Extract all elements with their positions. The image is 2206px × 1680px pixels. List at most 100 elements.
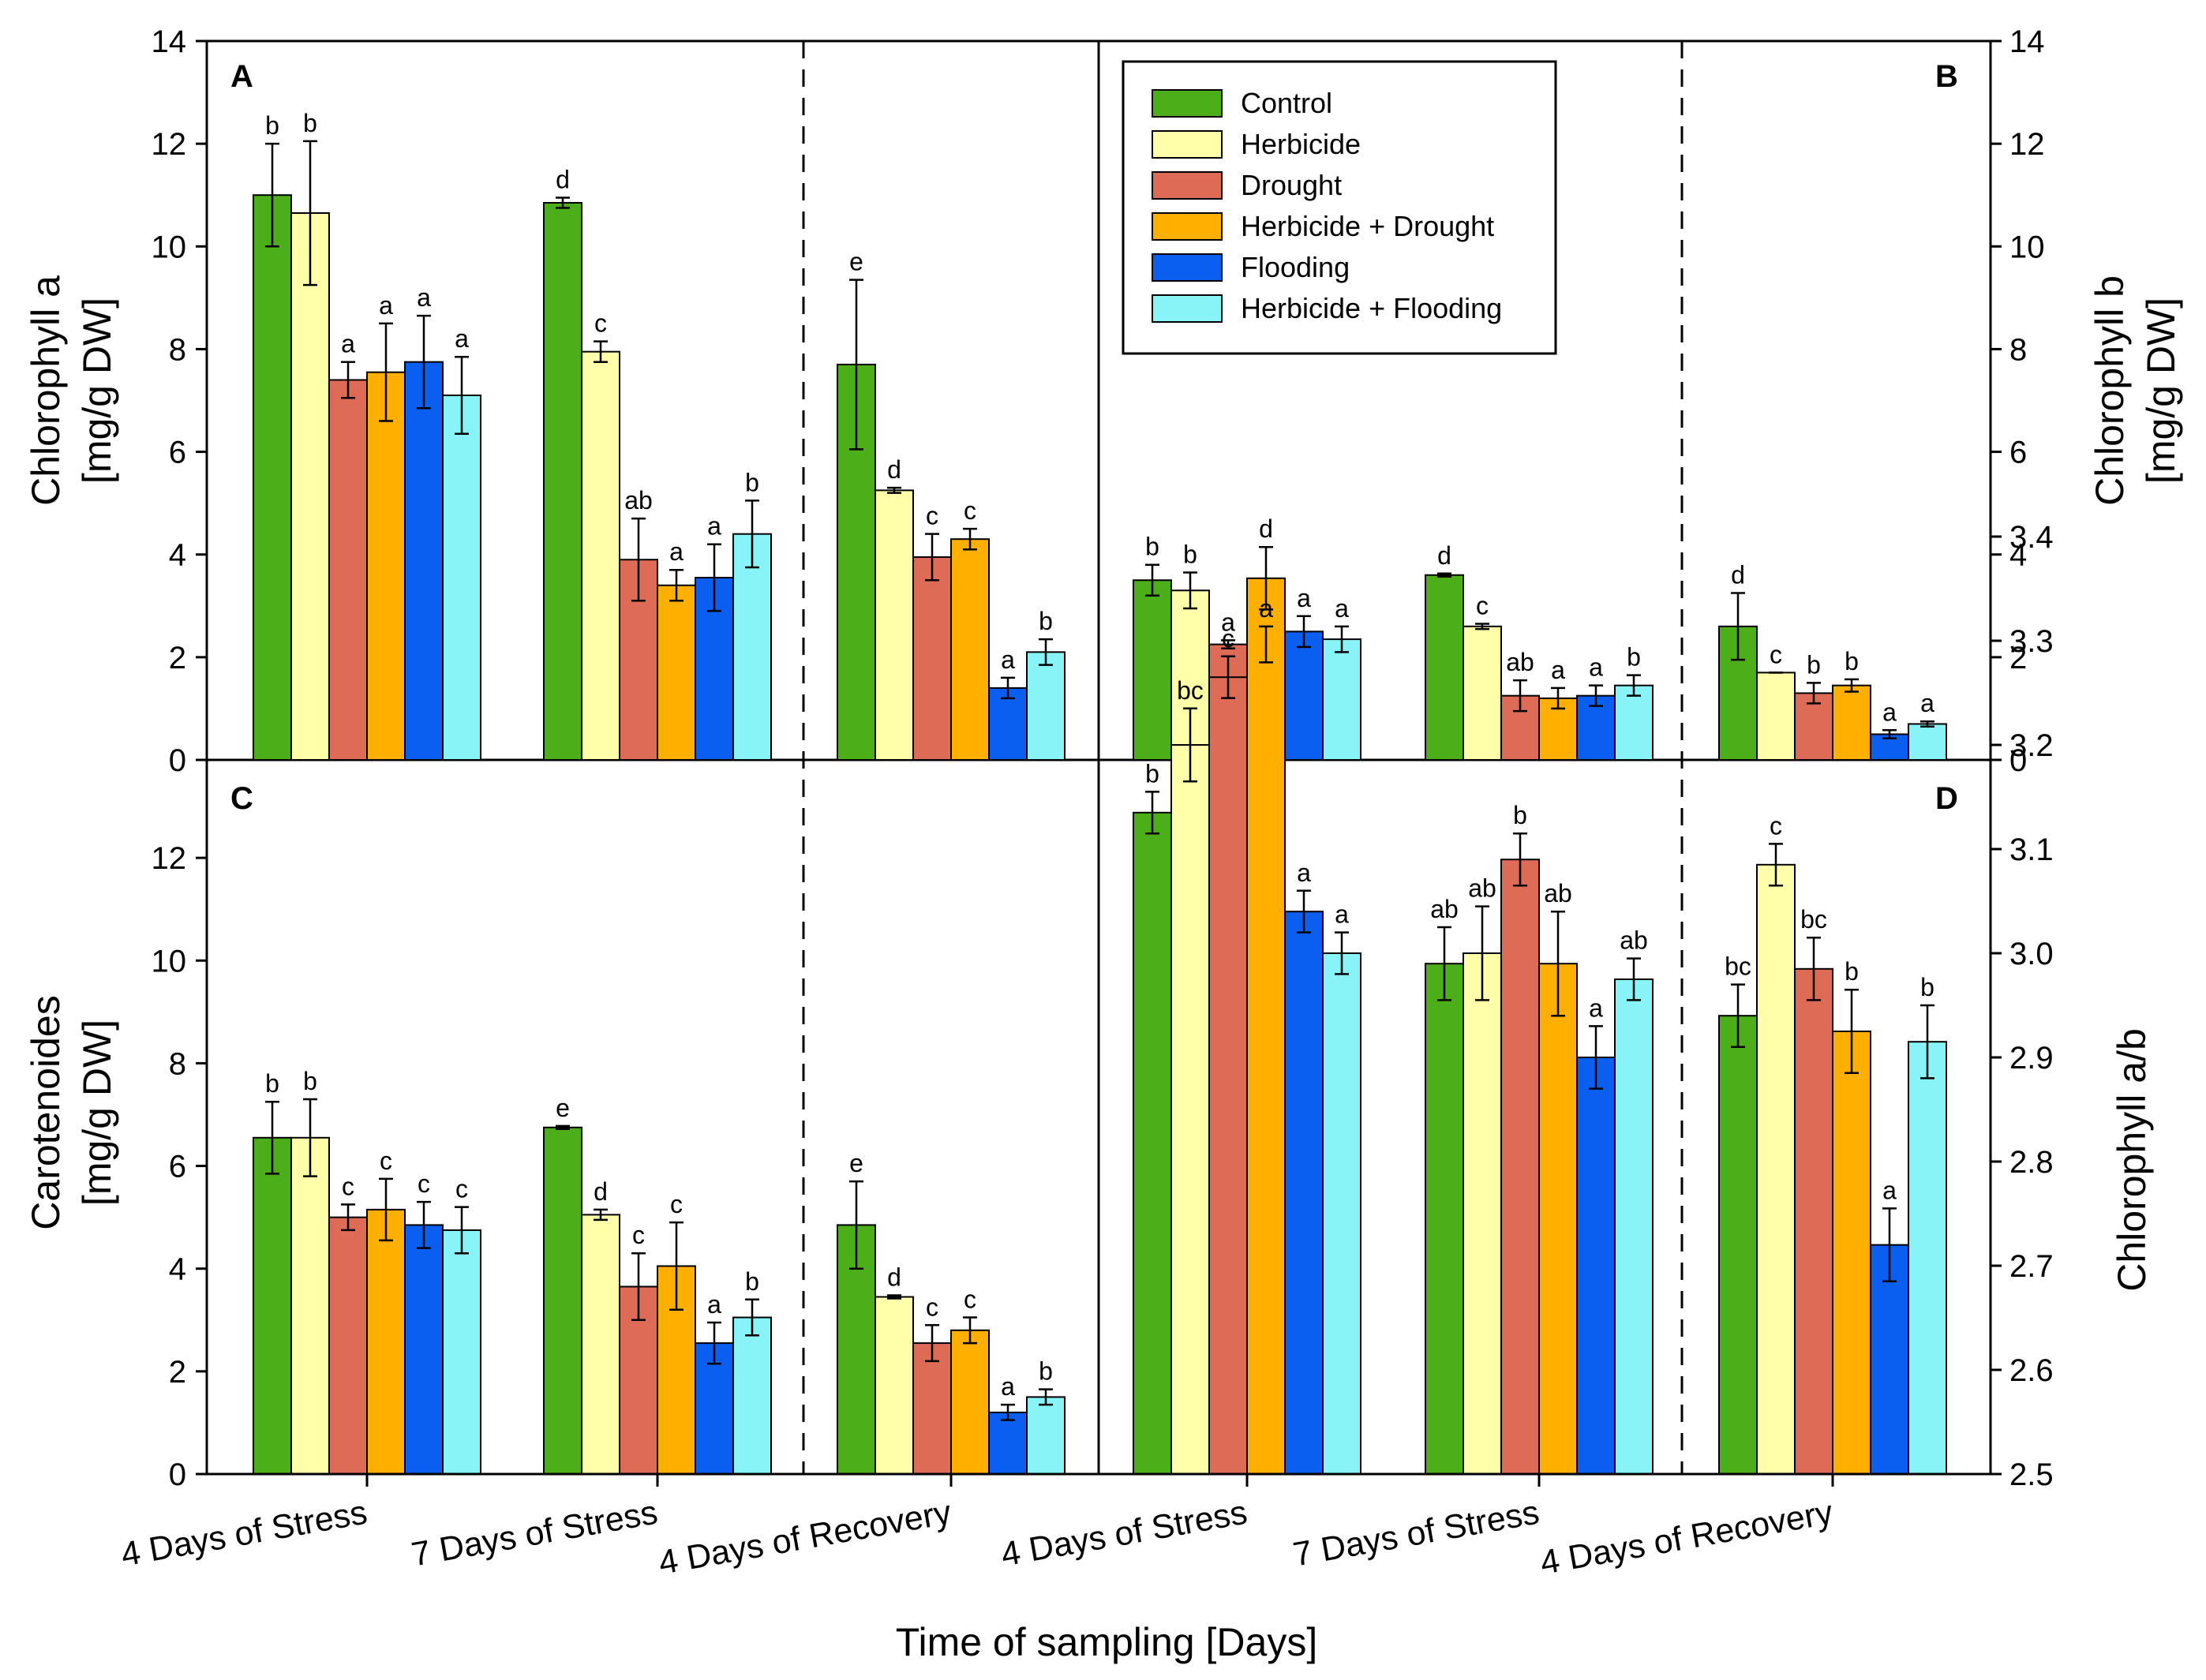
error-bar-a-2-0 xyxy=(849,279,863,451)
significance-label-d-2-2: bc xyxy=(1800,905,1827,934)
bar-a-2-1 xyxy=(875,489,914,761)
error-bar-c-2-0 xyxy=(849,1180,863,1270)
error-bar-b-2-4 xyxy=(1882,729,1897,739)
bar-a-1-0 xyxy=(543,201,582,761)
error-bar-d-0-2 xyxy=(1221,655,1235,699)
error-bar-a-2-3 xyxy=(963,527,977,551)
significance-label-a-2-3: c xyxy=(964,496,976,525)
error-bar-c-1-4 xyxy=(707,1321,721,1365)
error-bar-a-1-2 xyxy=(631,517,646,602)
error-bar-d-0-3 xyxy=(1259,545,1273,611)
error-bar-a-0-3 xyxy=(379,322,393,422)
significance-label-b-1-3: a xyxy=(1551,656,1565,684)
significance-label-a-2-1: d xyxy=(887,455,901,484)
x-axis-title: Time of sampling [Days] xyxy=(896,1620,1317,1664)
significance-label-d-2-3: b xyxy=(1845,957,1859,986)
significance-label-b-0-4: a xyxy=(1297,584,1311,612)
tick-label-b-5: 10 xyxy=(2009,230,2045,264)
significance-label-a-0-2: a xyxy=(341,330,355,358)
significance-label-a-2-4: a xyxy=(1001,645,1015,674)
significance-label-c-2-2: c xyxy=(926,1293,938,1321)
bar-d-0-0 xyxy=(1133,811,1172,1476)
error-bar-c-0-4 xyxy=(417,1200,431,1249)
bar-b-2-3 xyxy=(1832,684,1871,761)
legend-label-2: Drought xyxy=(1241,169,1342,201)
tick-label-b-1: 2 xyxy=(2009,641,2027,675)
error-bar-a-2-1 xyxy=(887,486,901,494)
bar-d-0-1 xyxy=(1170,744,1210,1475)
legend-swatch-5 xyxy=(1152,294,1223,323)
y-axis-title-chlorophyll-a: Chlorophyll a [mg/g DW] xyxy=(24,275,119,506)
legend-swatch-2 xyxy=(1152,171,1223,200)
error-bar-c-2-1 xyxy=(887,1294,901,1300)
bar-c-1-4 xyxy=(695,1342,734,1476)
bar-a-2-5 xyxy=(1026,651,1066,761)
tick-label-a-1: 2 xyxy=(169,641,186,675)
bar-a-1-5 xyxy=(732,533,772,761)
bar-d-1-0 xyxy=(1425,963,1464,1475)
significance-label-b-0-1: b xyxy=(1183,540,1197,568)
significance-label-d-2-1: c xyxy=(1770,811,1782,840)
error-bar-b-0-5 xyxy=(1335,625,1349,653)
y-axis-title-b-line1: Chlorophyll b xyxy=(2088,275,2132,506)
panel-dividers xyxy=(207,41,1991,1474)
significance-label-a-0-3: a xyxy=(379,291,393,320)
tick-label-d-7: 3.2 xyxy=(2009,728,2054,763)
error-bar-c-0-3 xyxy=(379,1177,393,1242)
error-bar-c-1-5 xyxy=(745,1298,759,1337)
significance-label-a-0-5: a xyxy=(455,324,469,353)
legend-swatch-3 xyxy=(1152,212,1223,241)
significance-label-d-0-2: c xyxy=(1222,624,1234,653)
error-bar-a-0-5 xyxy=(455,355,469,436)
significance-label-a-0-1: b xyxy=(303,109,317,137)
tick-label-b-3: 6 xyxy=(2009,436,2027,470)
error-bar-a-1-1 xyxy=(594,340,608,363)
bar-a-1-1 xyxy=(581,350,620,761)
panel-letter-d: D xyxy=(1935,781,1958,816)
significance-label-d-1-0: ab xyxy=(1430,895,1459,923)
significance-label-c-1-0: e xyxy=(556,1094,570,1122)
y-axis-title-d: Chlorophyll a/b xyxy=(2110,1028,2154,1292)
bar-a-0-1 xyxy=(290,211,330,761)
bar-c-0-1 xyxy=(290,1136,330,1475)
error-bar-c-0-0 xyxy=(265,1100,279,1175)
bar-c-0-4 xyxy=(404,1224,444,1475)
error-bar-c-2-5 xyxy=(1039,1388,1053,1406)
bar-c-0-2 xyxy=(328,1216,368,1475)
bar-d-2-2 xyxy=(1794,967,1833,1476)
bar-a-2-2 xyxy=(912,556,952,761)
tick-label-a-5: 10 xyxy=(152,230,187,264)
error-bar-c-0-2 xyxy=(341,1203,355,1232)
tick-label-c-5: 10 xyxy=(152,944,187,978)
significance-label-b-1-1: c xyxy=(1476,592,1489,620)
legend-label-5: Herbicide + Flooding xyxy=(1241,292,1502,324)
error-bar-d-2-2 xyxy=(1807,936,1821,1001)
significance-label-a-1-1: c xyxy=(594,309,607,338)
significance-label-b-2-5: a xyxy=(1920,689,1934,717)
bar-c-2-3 xyxy=(950,1329,990,1476)
tick-label-d-0: 2.5 xyxy=(2009,1457,2054,1492)
error-bar-d-0-1 xyxy=(1183,707,1197,783)
significance-label-d-1-5: ab xyxy=(1620,926,1648,955)
tick-label-b-4: 8 xyxy=(2009,332,2027,367)
significance-label-a-1-0: d xyxy=(556,165,570,193)
bar-b-1-5 xyxy=(1614,684,1654,761)
bar-b-1-1 xyxy=(1463,625,1502,761)
tick-label-c-4: 8 xyxy=(169,1046,186,1081)
legend-swatch-0 xyxy=(1152,89,1223,118)
tick-label-c-2: 4 xyxy=(169,1252,186,1287)
significance-label-c-0-4: c xyxy=(418,1169,430,1198)
legend-label-4: Flooding xyxy=(1241,251,1350,283)
error-bar-a-0-4 xyxy=(417,314,431,410)
error-bar-c-1-0 xyxy=(556,1124,570,1130)
error-bar-c-1-2 xyxy=(631,1252,646,1322)
error-bar-b-2-2 xyxy=(1807,682,1821,705)
error-bar-c-1-3 xyxy=(669,1221,684,1311)
tick-label-b-0: 0 xyxy=(2009,743,2027,778)
bar-c-0-3 xyxy=(366,1208,406,1476)
error-bar-a-2-5 xyxy=(1039,638,1053,666)
significance-label-d-1-1: ab xyxy=(1468,874,1496,903)
y-axis-title-c-line1: Carotenoides xyxy=(24,995,68,1229)
